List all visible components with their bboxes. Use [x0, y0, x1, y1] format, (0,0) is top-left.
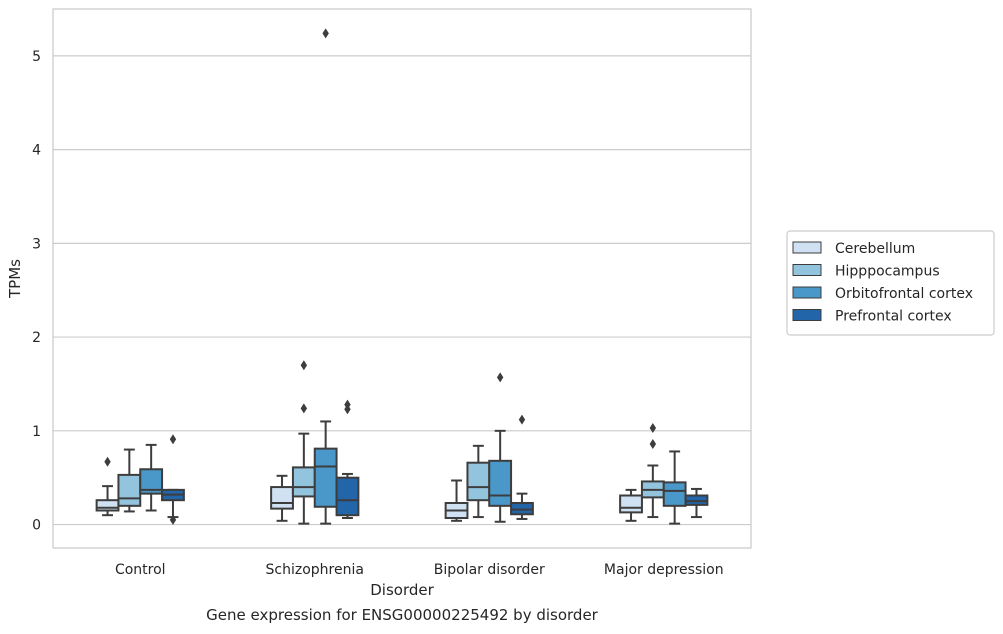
outlier-point — [322, 28, 329, 39]
x-axis-label: Disorder — [370, 581, 434, 599]
outlier-point — [518, 414, 526, 425]
box-orbitofrontal-cortex-2 — [488, 372, 513, 523]
chart-caption: Gene expression for ENSG00000225492 by d… — [206, 606, 598, 624]
x-tick-label: Schizophrenia — [266, 562, 364, 578]
outlier-point — [169, 514, 177, 525]
legend-frame — [786, 230, 995, 336]
box-cerebellum-1 — [270, 474, 294, 522]
legend-entry: Orbitofrontal cortex — [835, 286, 973, 302]
box-cerebellum-2 — [444, 479, 469, 522]
y-tick-label: 4 — [32, 143, 41, 159]
y-axis-label: TPMs — [6, 259, 24, 299]
y-tick-label: 3 — [32, 236, 41, 252]
box-prefrontal-cortex-2 — [510, 414, 534, 520]
box-iqr — [335, 476, 360, 517]
box-prefrontal-cortex-0 — [161, 434, 185, 525]
box-iqr — [117, 473, 142, 507]
box-iqr — [270, 486, 294, 510]
outlier-point — [300, 360, 308, 371]
plot-frame — [52, 8, 752, 549]
gridlines — [53, 55, 751, 526]
box-iqr — [488, 459, 513, 507]
legend-swatch — [792, 264, 822, 276]
x-tick-label: Control — [115, 562, 166, 578]
box-orbitofrontal-cortex-3 — [662, 450, 687, 525]
outlier-point — [496, 372, 504, 383]
legend-entry: Prefrontal cortex — [835, 309, 952, 325]
box-iqr — [313, 447, 338, 508]
box-iqr — [291, 466, 316, 498]
box-cerebellum-3 — [619, 488, 643, 522]
y-tick-label: 1 — [32, 424, 41, 440]
y-axis-ticks: 0 1 2 3 4 5 — [32, 49, 41, 534]
outlier-point — [344, 399, 351, 410]
outlier-point — [649, 438, 657, 449]
x-tick-label: Bipolar disorder — [434, 562, 545, 578]
box-hipppocampus-0 — [117, 448, 142, 513]
y-tick-label: 2 — [32, 330, 41, 346]
outlier-point — [649, 423, 657, 434]
y-tick-label: 5 — [32, 49, 41, 65]
legend-swatch — [792, 286, 822, 299]
box-cerebellum-0 — [95, 456, 120, 517]
box-hipppocampus-2 — [466, 444, 491, 519]
legend-swatch — [792, 241, 822, 254]
box-orbitofrontal-cortex-1 — [313, 28, 338, 525]
box-iqr — [95, 499, 120, 512]
outlier-point — [300, 403, 308, 414]
boxes — [95, 28, 709, 525]
legend-swatch — [792, 309, 822, 321]
outlier-point — [169, 434, 177, 445]
box-iqr — [139, 468, 164, 495]
box-prefrontal-cortex-3 — [684, 487, 709, 519]
x-tick-label: Major depression — [604, 562, 724, 578]
box-iqr — [466, 461, 491, 502]
legend-entry: Cerebellum — [835, 241, 915, 257]
y-tick-label: 0 — [32, 518, 41, 534]
box-hipppocampus-3 — [640, 423, 665, 519]
box-iqr — [619, 494, 643, 514]
box-orbitofrontal-cortex-0 — [139, 443, 164, 512]
box-hipppocampus-1 — [291, 360, 316, 525]
box-iqr — [662, 481, 687, 507]
x-axis-ticks: Control Schizophrenia Bipolar disorder Majo… — [115, 562, 724, 578]
box-prefrontal-cortex-1 — [335, 399, 360, 520]
legend-entry: Hipppocampus — [835, 264, 940, 280]
outlier-point — [104, 456, 111, 467]
legend: Cerebellum Hipppocampus Orbitofrontal cort… — [786, 230, 995, 336]
